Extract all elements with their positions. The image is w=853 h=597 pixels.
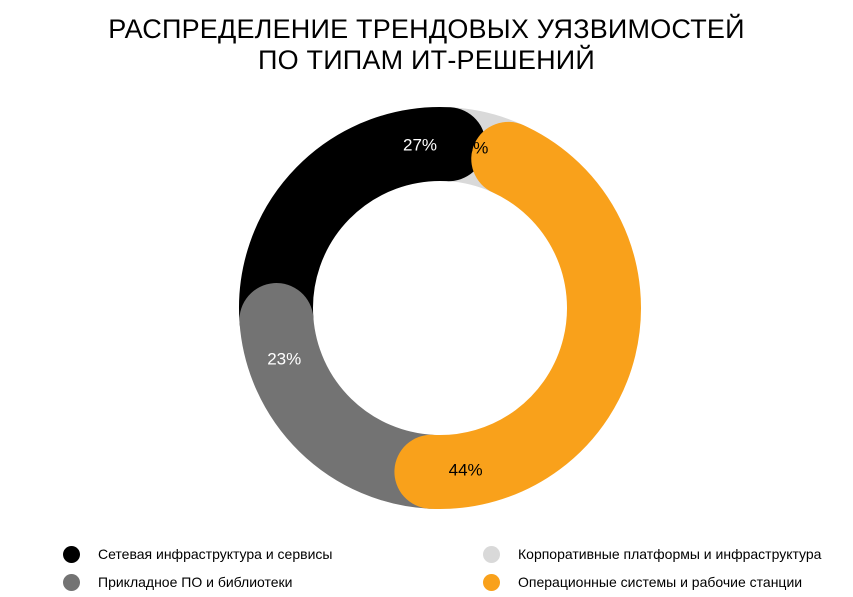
donut-slice-labels: 6% 44% 23% 27% <box>267 136 488 480</box>
chart-title-line-2: ПО ТИПАМ ИТ-РЕШЕНИЙ <box>258 45 595 75</box>
legend-swatch-os <box>483 573 500 591</box>
chart-title-line-1: РАСПРЕДЕЛЕНИЕ ТРЕНДОВЫХ УЯЗВИМОСТЕЙ <box>108 14 745 44</box>
chart-legend: Сетевая инфраструктура и сервисы Корпора… <box>0 540 853 596</box>
legend-label-applications: Прикладное ПО и библиотеки <box>98 574 293 590</box>
legend-label-os: Операционные системы и рабочие станции <box>518 574 803 590</box>
legend-label-network: Сетевая инфраструктура и сервисы <box>98 546 333 562</box>
donut-slice-4 <box>239 107 486 358</box>
slice-label-4: 27% <box>403 136 437 155</box>
legend-swatch-network <box>63 545 80 563</box>
legend-swatch-corporate <box>483 545 500 563</box>
legend-label-corporate: Корпоративные платформы и инфраструктура <box>518 546 822 562</box>
slice-label-2: 44% <box>449 460 483 479</box>
donut-slice-2 <box>394 121 641 509</box>
legend-item-applications: Прикладное ПО и библиотеки <box>63 570 293 594</box>
legend-item-corporate: Корпоративные платформы и инфраструктура <box>483 542 821 566</box>
donut-slices <box>239 107 641 509</box>
chart-title: РАСПРЕДЕЛЕНИЕ ТРЕНДОВЫХ УЯЗВИМОСТЕЙ ПО Т… <box>0 14 853 76</box>
slice-label-3: 23% <box>267 350 301 369</box>
slice-label-1: 6% <box>464 139 489 158</box>
legend-swatch-applications <box>63 573 80 591</box>
legend-item-os: Операционные системы и рабочие станции <box>483 570 802 594</box>
legend-item-network: Сетевая инфраструктура и сервисы <box>63 542 332 566</box>
